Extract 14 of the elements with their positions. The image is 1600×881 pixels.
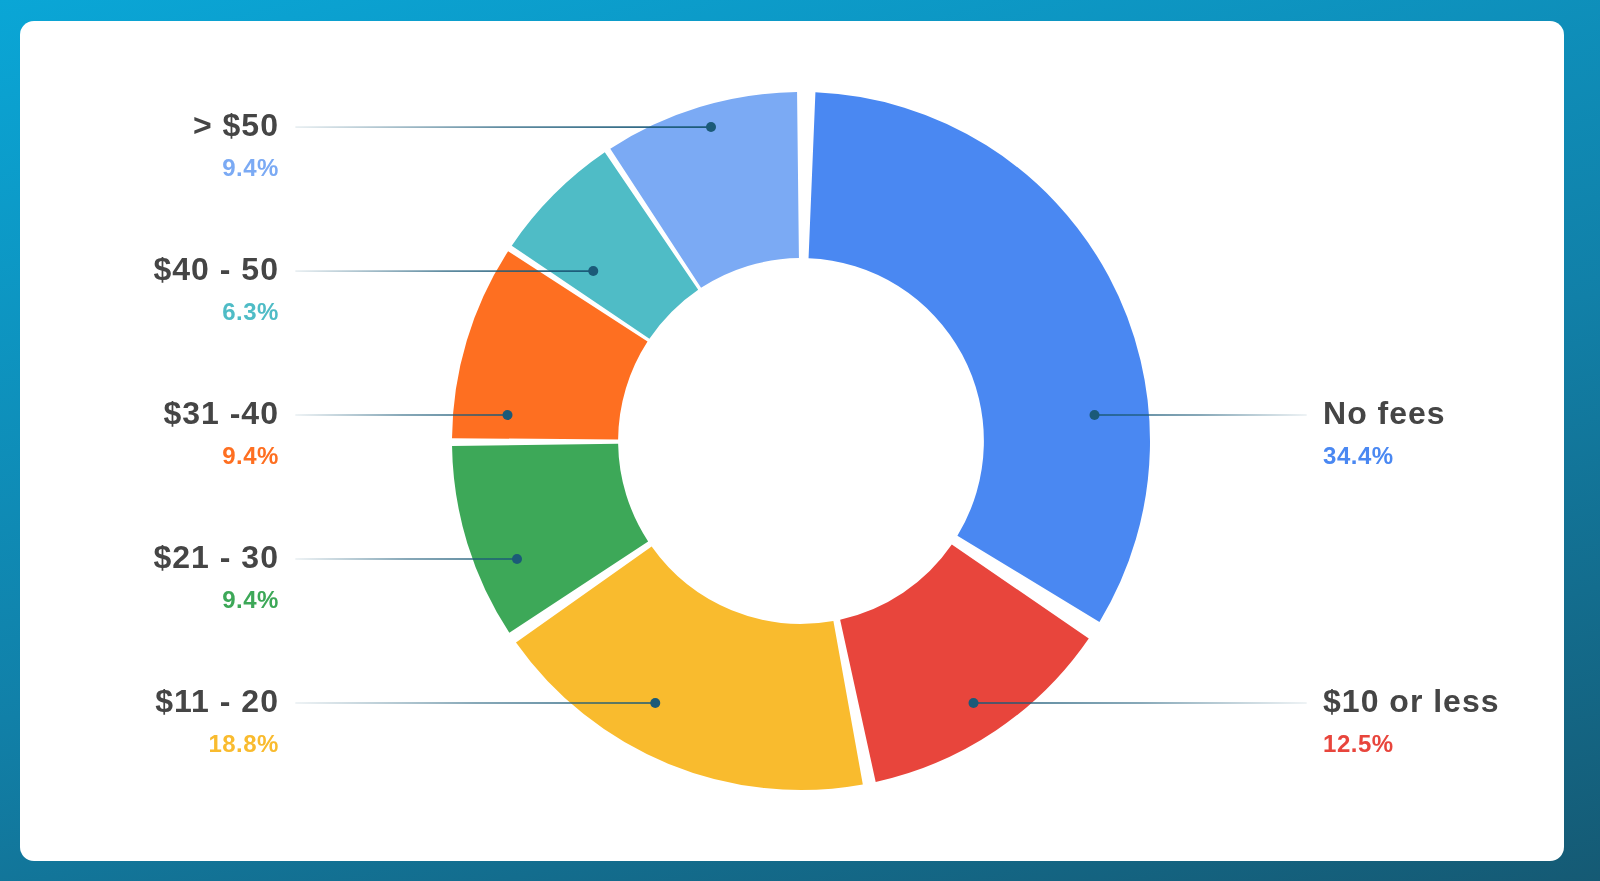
slice-label: $10 or less [1323,682,1500,719]
slice-label: $21 - 30 [153,538,279,575]
data-label: 9.4% [222,441,279,469]
data-label: 9.4% [222,585,279,613]
data-label: 12.5% [1323,729,1394,757]
slice-label: $31 -40 [163,394,279,431]
data-label: 18.8% [208,729,279,757]
data-label: 9.4% [222,153,279,181]
slice-label: No fees [1323,394,1446,431]
slice-label: $40 - 50 [153,250,279,287]
slice-label: > $50 [192,106,279,143]
slice-label: $11 - 20 [155,682,279,719]
data-label: 34.4% [1323,441,1394,469]
data-label: 6.3% [222,297,279,325]
